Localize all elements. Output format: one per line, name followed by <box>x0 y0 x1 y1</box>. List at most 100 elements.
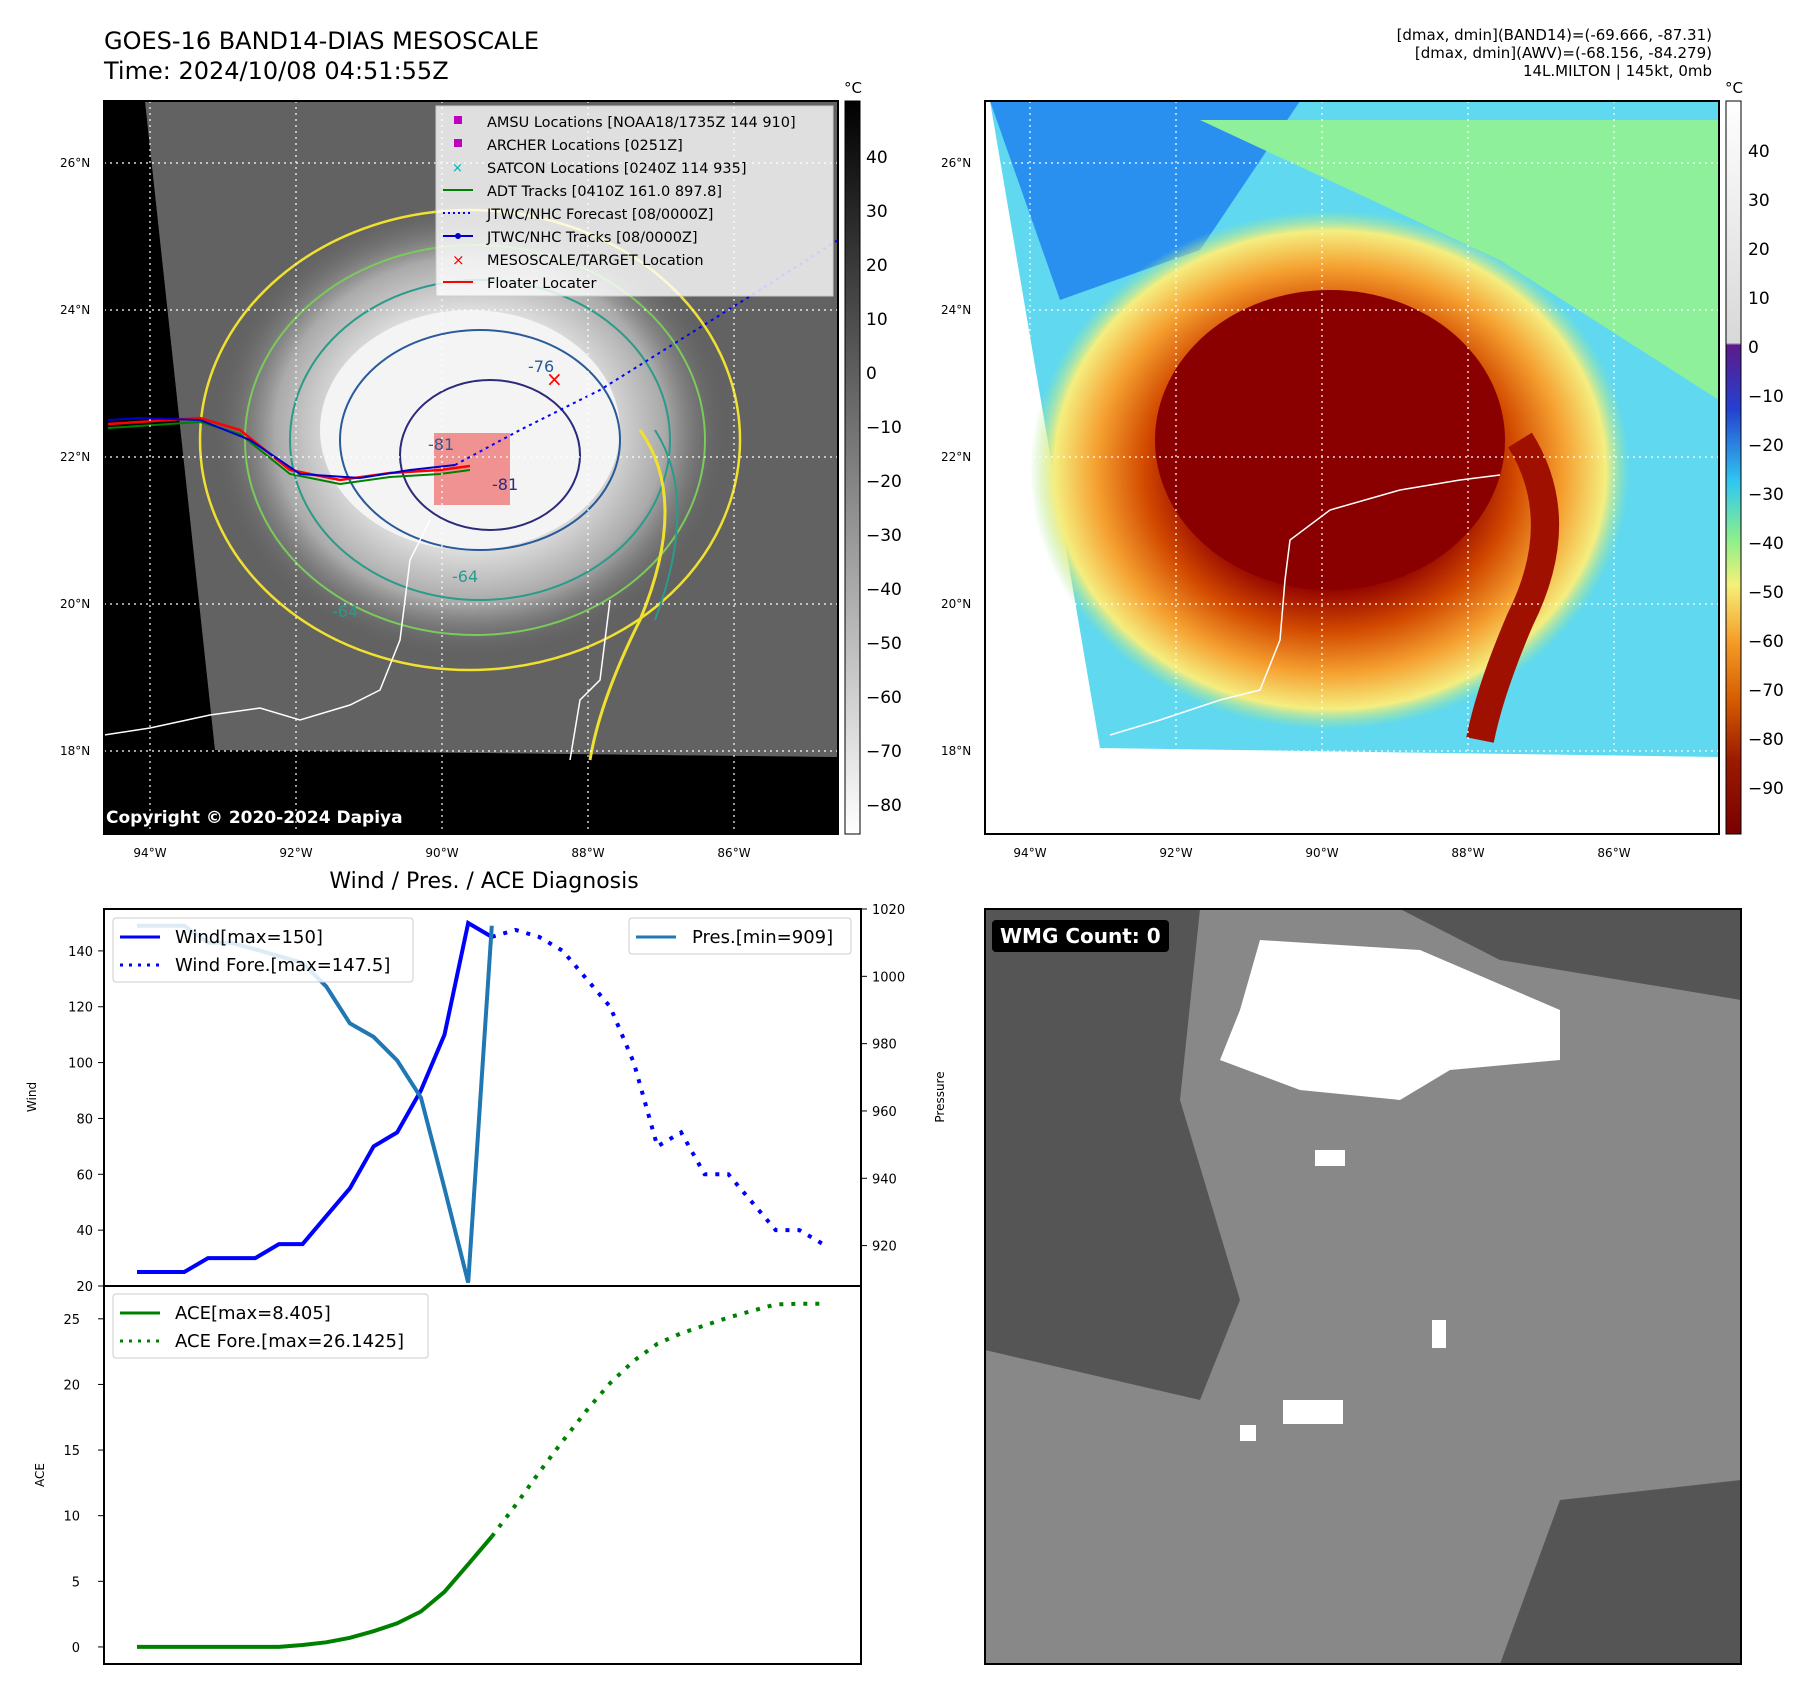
info-awv: [dmax, dmin](AWV)=(-68.156, -84.279) <box>1414 44 1712 62</box>
ir-grayscale-map: × -76 -81 -81 -64 -64 <box>60 79 902 860</box>
lon-label: 94°W <box>133 846 166 860</box>
colorbar-tick: 40 <box>866 148 888 168</box>
pressure-tick-label: 940 <box>872 1172 897 1187</box>
colorbar-tick: −60 <box>1748 632 1784 652</box>
colorbar-tick: 20 <box>1748 240 1770 260</box>
legend-wind: Wind[max=150] <box>175 927 323 948</box>
legend-archer: ARCHER Locations [0251Z] <box>487 138 683 154</box>
lon-label: 86°W <box>1597 846 1630 860</box>
color-colorbar-unit: °C <box>1725 79 1743 97</box>
colorbar-tick: 10 <box>866 310 888 330</box>
tracks-dot-icon <box>455 233 461 239</box>
colorbar-tick: −20 <box>866 472 902 492</box>
legend-target: MESOSCALE/TARGET Location <box>487 253 704 269</box>
map1-axis-labels: 26°N 24°N 22°N 20°N 18°N 94°W 92°W 90°W … <box>60 156 751 860</box>
pressure-tick-label: 920 <box>872 1240 897 1255</box>
color-colorbar-ticks: 40 30 20 10 0 −10 −20 −30 −40 −50 −60 −7… <box>1748 142 1784 799</box>
colorbar-tick: −50 <box>1748 583 1784 603</box>
ir-color-map: 26°N 24°N 22°N 20°N 18°N 94°W 92°W 90°W … <box>941 79 1784 860</box>
contour-label: -76 <box>528 357 554 376</box>
contour-label: -64 <box>332 602 358 621</box>
colorbar-tick: −70 <box>1748 681 1784 701</box>
wind-tick-label: 100 <box>68 1057 93 1072</box>
colorbar-tick: 30 <box>866 202 888 222</box>
wind-tick-label: 120 <box>68 1001 93 1016</box>
wind-axis-label: Wind <box>25 1082 39 1112</box>
title-line-1: GOES-16 BAND14-DIAS MESOSCALE <box>104 27 540 55</box>
legend-adt: ADT Tracks [0410Z 161.0 897.8] <box>487 184 722 200</box>
wind-tick-label: 20 <box>76 1280 93 1295</box>
gray-colorbar-unit: °C <box>844 79 862 97</box>
lon-label: 92°W <box>1159 846 1192 860</box>
info-storm: 14L.MILTON | 145kt, 0mb <box>1522 62 1712 80</box>
legend-tracks: JTWC/NHC Tracks [08/0000Z] <box>486 230 698 246</box>
colorbar-tick: −30 <box>866 526 902 546</box>
lat-label: 18°N <box>941 744 971 758</box>
legend-satcon: SATCON Locations [0240Z 114 935] <box>487 161 746 177</box>
amsu-marker-icon <box>454 116 462 124</box>
colorbar-tick: 30 <box>1748 191 1770 211</box>
wmg-count-badge: WMG Count: 0 <box>992 920 1169 952</box>
wind-series-line <box>137 919 493 1274</box>
lon-label: 88°W <box>1451 846 1484 860</box>
pressure-tick-label: 980 <box>872 1038 897 1053</box>
pressure-tick-label: 1020 <box>872 903 905 918</box>
colorbar-tick: −80 <box>866 796 902 816</box>
gray-colorbar <box>844 100 861 835</box>
legend-amsu: AMSU Locations [NOAA18/1735Z 144 910] <box>487 115 796 131</box>
colorbar-tick: 10 <box>1748 289 1770 309</box>
legend-wind-forecast: Wind Fore.[max=147.5] <box>175 955 390 976</box>
colorbar-tick: −50 <box>866 634 902 654</box>
colorbar-tick: −10 <box>866 418 902 438</box>
lon-label: 86°W <box>717 846 750 860</box>
legend-forecast: JTWC/NHC Forecast [08/0000Z] <box>486 207 713 223</box>
copyright-notice: Copyright © 2020-2024 Dapiya <box>106 808 403 828</box>
lon-label: 92°W <box>279 846 312 860</box>
lon-label: 90°W <box>425 846 458 860</box>
wmg-panel <box>984 908 1742 1665</box>
wind-tick-label: 80 <box>76 1112 93 1127</box>
colorbar-tick: −30 <box>1748 485 1784 505</box>
contour-label: -64 <box>452 567 478 586</box>
colorbar-tick: −70 <box>866 742 902 762</box>
ace-tick-label: 20 <box>63 1378 80 1393</box>
wind-legend: Wind[max=150] Wind Fore.[max=147.5] Pres… <box>112 917 852 983</box>
title-line-2: Time: 2024/10/08 04:51:55Z <box>104 57 449 85</box>
contour-label: -81 <box>428 435 454 454</box>
pressure-tick-label: 960 <box>872 1105 897 1120</box>
colorbar-tick: 20 <box>866 256 888 276</box>
wind-tick-label: 140 <box>68 945 93 960</box>
ace-tick-label: 25 <box>63 1313 80 1328</box>
wind-tick-label: 60 <box>76 1168 93 1183</box>
color-colorbar <box>1725 100 1742 835</box>
lat-label: 22°N <box>60 450 90 464</box>
pressure-tick-label: 1000 <box>872 970 905 985</box>
pressure-axis-label: Pressure <box>933 1071 947 1122</box>
intensity-info: [dmax, dmin](BAND14)=(-69.666, -87.31) [… <box>1397 26 1712 80</box>
figure-title: GOES-16 BAND14-DIAS MESOSCALE Time: 2024… <box>104 26 539 86</box>
colorbar-tick: −20 <box>1748 436 1784 456</box>
lat-label: 24°N <box>60 303 90 317</box>
ace-axis-label: ACE <box>33 1463 47 1487</box>
lat-label: 20°N <box>941 597 971 611</box>
lat-label: 26°N <box>60 156 90 170</box>
ace-tick-label: 5 <box>72 1575 80 1590</box>
wind-forecast-line <box>491 927 825 1246</box>
gray-colorbar-ticks: 40 30 20 10 0 −10 −20 −30 −40 −50 −60 −7… <box>866 148 902 816</box>
lat-label: 18°N <box>60 744 90 758</box>
target-marker: × <box>546 367 563 391</box>
lat-label: 24°N <box>941 303 971 317</box>
wind-tick-label: 40 <box>76 1224 93 1239</box>
colorbar-tick: −40 <box>1748 534 1784 554</box>
colorbar-tick: −90 <box>1748 779 1784 799</box>
archer-marker-icon <box>454 139 462 147</box>
ace-legend: ACE[max=8.405] ACE Fore.[max=26.1425] <box>112 1293 429 1359</box>
ace-series-line <box>137 1535 494 1649</box>
wind-pressure-chart: Wind Pressure 140 120 100 80 60 40 20 1020 1000 9… <box>25 903 947 1295</box>
ace-tick-label: 0 <box>72 1641 80 1656</box>
lat-label: 20°N <box>60 597 90 611</box>
colorbar-tick: −10 <box>1748 387 1784 407</box>
ace-tick-label: 10 <box>63 1510 80 1525</box>
ace-forecast-line <box>490 1301 823 1538</box>
